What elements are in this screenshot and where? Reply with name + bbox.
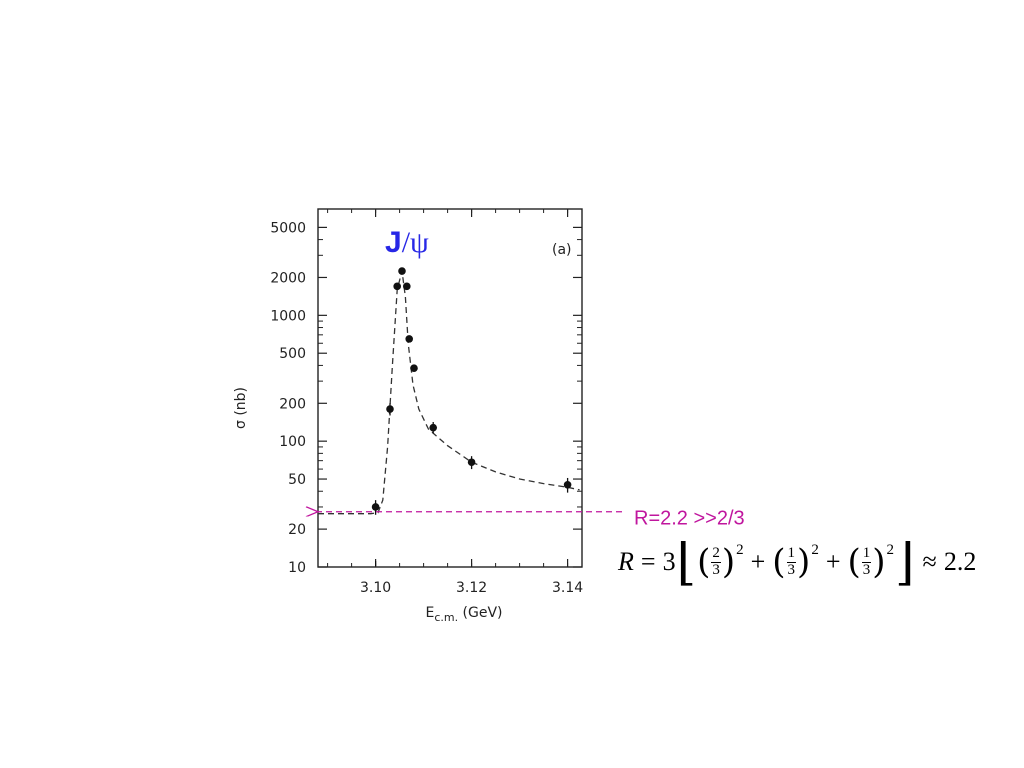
panel-label: (a) xyxy=(552,242,572,258)
y-tick-label: 20 xyxy=(288,522,306,538)
formula-coefficient: 3 xyxy=(662,547,676,576)
x-axis-title: Ec.m. (GeV) xyxy=(425,605,502,624)
formula-equals: = xyxy=(640,547,656,576)
y-axis-title: σ (nb) xyxy=(233,387,249,429)
annotation-label: R=2.2 >>2/3 xyxy=(634,508,745,530)
x-tick-label: 3.12 xyxy=(456,580,487,596)
y-axis-ticks: 10 20 50 100 200 500 1000 2000 5000 xyxy=(270,220,582,576)
y-tick-label: 10 xyxy=(288,560,306,576)
data-point xyxy=(386,405,394,413)
formula-result: 2.2 xyxy=(943,547,977,576)
data-point xyxy=(410,364,418,373)
x-tick-label: 3.10 xyxy=(360,580,391,596)
r-ratio-formula: R = 3 ⌊ (2 3) 2 + (1 3) 2 + (1 3) 2 ⌋ ≈ 2.2 xyxy=(618,533,977,591)
x-axis-ticks: 3.10 3.12 3.14 xyxy=(327,209,583,596)
formula-lhs: R xyxy=(618,547,634,576)
chart-title: J/ψ xyxy=(385,226,429,259)
formula-approx: ≈ xyxy=(922,547,937,576)
y-tick-label: 1000 xyxy=(270,308,306,324)
y-tick-label: 50 xyxy=(288,472,306,488)
fit-curve xyxy=(318,270,580,515)
data-point xyxy=(563,481,572,489)
x-tick-label: 3.14 xyxy=(552,580,583,596)
formula-open-bracket: ⌊ xyxy=(676,533,697,591)
data-point xyxy=(405,335,414,343)
data-point xyxy=(467,458,476,467)
data-point xyxy=(371,503,380,511)
y-tick-label: 5000 xyxy=(270,220,306,236)
data-point xyxy=(429,423,438,432)
data-point xyxy=(393,282,402,291)
y-tick-label: 200 xyxy=(279,396,306,412)
y-tick-label: 100 xyxy=(279,434,306,450)
formula-close-bracket: ⌋ xyxy=(895,533,915,591)
data-point xyxy=(398,267,406,275)
data-points xyxy=(371,267,572,566)
plot-frame xyxy=(317,208,583,568)
y-tick-label: 2000 xyxy=(270,270,306,286)
y-tick-label: 500 xyxy=(279,346,306,362)
data-point xyxy=(403,282,411,291)
